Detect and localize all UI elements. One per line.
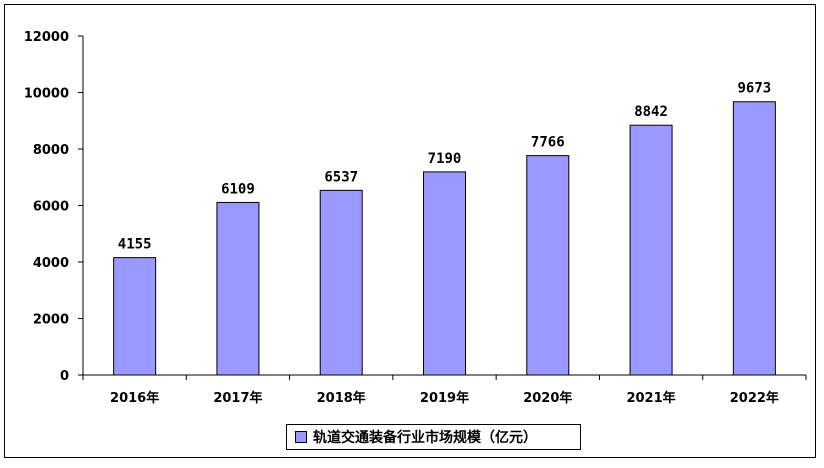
bar — [629, 124, 673, 376]
y-tick-label: 0 — [60, 369, 69, 384]
bar — [113, 257, 157, 376]
data-label: 9673 — [737, 81, 771, 97]
y-tick-label: 12000 — [24, 30, 69, 45]
y-tick-label: 10000 — [24, 87, 69, 102]
data-label: 4155 — [118, 237, 152, 253]
x-tick-label: 2018年 — [317, 390, 366, 406]
data-label: 6537 — [324, 169, 358, 185]
x-tick-label: 2021年 — [626, 390, 675, 406]
data-label: 6109 — [221, 181, 255, 197]
y-tick-label: 2000 — [33, 313, 69, 328]
bar — [526, 155, 570, 376]
y-tick-label: 6000 — [33, 200, 69, 215]
legend-label: 轨道交通装备行业市场规模（亿元） — [313, 430, 537, 446]
legend: 轨道交通装备行业市场规模（亿元） — [286, 424, 581, 450]
x-tick-label: 2022年 — [730, 390, 779, 406]
y-tick-label: 8000 — [33, 143, 69, 158]
data-label: 7766 — [531, 135, 565, 151]
data-label: 7190 — [428, 151, 462, 167]
x-tick-label: 2017年 — [213, 390, 262, 406]
chart-frame — [4, 4, 816, 458]
data-label: 8842 — [634, 104, 668, 120]
bar — [319, 189, 363, 376]
bar — [216, 201, 260, 376]
x-tick-label: 2020年 — [523, 390, 572, 406]
x-tick-label: 2016年 — [110, 390, 159, 406]
x-tick-label: 2019年 — [420, 390, 469, 406]
bar — [732, 101, 776, 376]
legend-swatch — [295, 431, 307, 443]
bar — [423, 171, 466, 376]
y-tick-label: 4000 — [33, 256, 69, 271]
